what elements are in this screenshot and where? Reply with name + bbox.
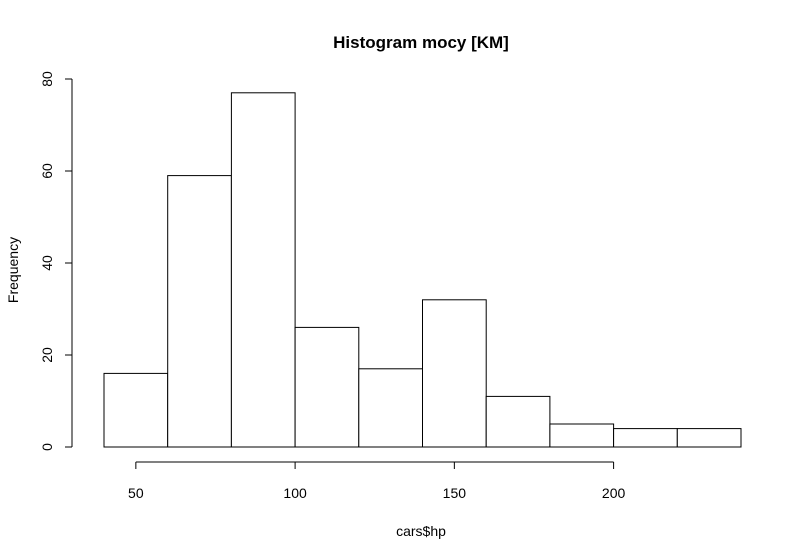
y-tick-label: 0 [39,443,55,451]
x-tick-label: 100 [283,485,307,501]
x-axis-label: cars$hp [396,523,446,539]
histogram-bar-3 [230,92,296,448]
y-tick-label: 40 [39,255,55,271]
x-tick-label: 200 [602,485,626,501]
histogram-bar-1 [103,372,169,448]
histogram-bar-8 [549,423,615,448]
histogram-bar-10 [676,428,742,448]
histogram-bar-5 [358,368,423,448]
y-tick-label: 60 [39,163,55,179]
chart-title: Histogram mocy [KM] [333,33,509,52]
y-tick-label: 80 [39,71,55,87]
bars-group [103,92,742,448]
x-tick-label: 150 [443,485,467,501]
histogram-bar-2 [167,175,232,448]
histogram-bar-4 [294,326,360,448]
x-axis: 50 100 150 200 [128,461,626,501]
x-tick-label: 50 [128,485,144,501]
y-axis: 0 20 40 60 80 [39,71,73,451]
histogram-bar-6 [422,299,487,448]
histogram-bar-7 [485,395,551,448]
y-tick-label: 20 [39,347,55,363]
y-axis-label: Frequency [5,237,21,303]
histogram-bar-9 [613,428,678,448]
